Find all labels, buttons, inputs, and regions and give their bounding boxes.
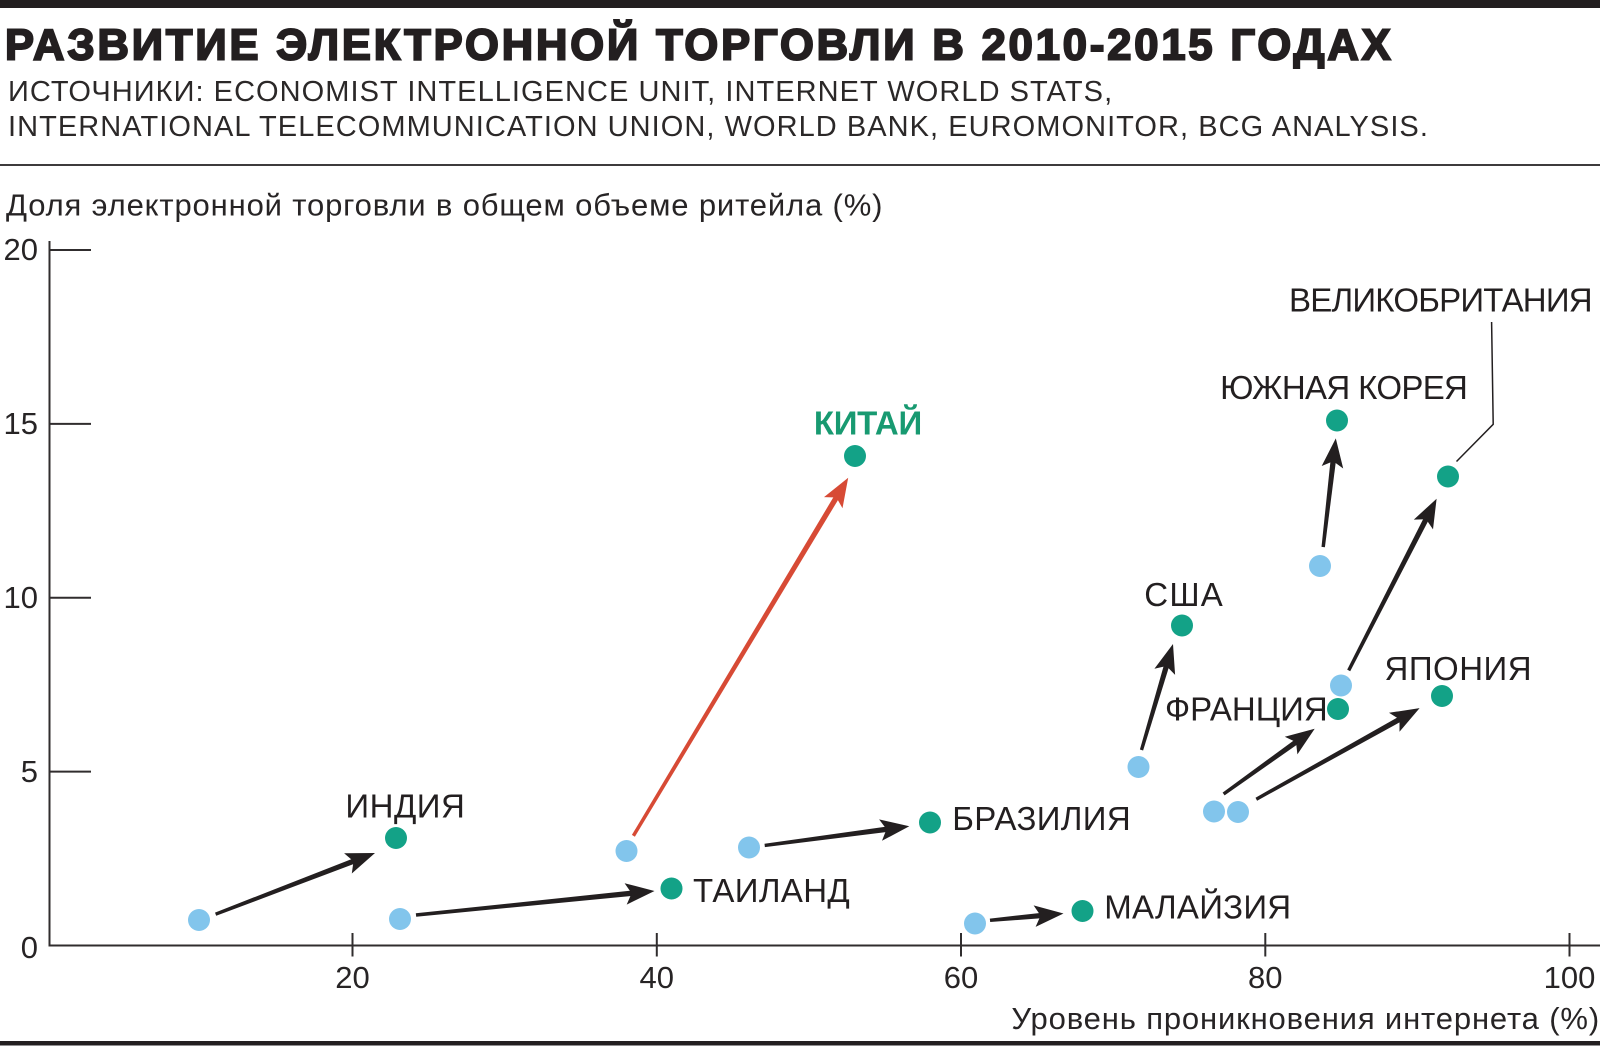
svg-text:ЯПОНИЯ: ЯПОНИЯ xyxy=(1385,650,1533,687)
svg-text:ФРАНЦИЯ: ФРАНЦИЯ xyxy=(1165,690,1328,727)
svg-text:20: 20 xyxy=(4,232,38,267)
svg-text:5: 5 xyxy=(21,754,38,789)
svg-text:БРАЗИЛИЯ: БРАЗИЛИЯ xyxy=(952,800,1131,837)
svg-text:КИТАЙ: КИТАЙ xyxy=(814,403,922,441)
svg-text:РАЗВИТИЕ ЭЛЕКТРОННОЙ ТОРГОВЛИ: РАЗВИТИЕ ЭЛЕКТРОННОЙ ТОРГОВЛИ В 2010-201… xyxy=(5,19,1394,70)
svg-text:ИСТОЧНИКИ: ECONOMIST INTELLIGE: ИСТОЧНИКИ: ECONOMIST INTELLIGENCE UNIT, … xyxy=(8,76,1113,108)
svg-text:ВЕЛИКОБРИТАНИЯ: ВЕЛИКОБРИТАНИЯ xyxy=(1289,281,1592,318)
svg-text:15: 15 xyxy=(4,406,38,441)
svg-text:Доля электронной торговли в об: Доля электронной торговли в общем объеме… xyxy=(6,188,883,223)
svg-text:МАЛАЙЗИЯ: МАЛАЙЗИЯ xyxy=(1104,889,1291,926)
svg-text:40: 40 xyxy=(640,960,674,995)
svg-text:100: 100 xyxy=(1544,960,1596,995)
svg-text:20: 20 xyxy=(335,960,369,995)
svg-text:0: 0 xyxy=(21,930,38,965)
svg-text:INTERNATIONAL TELECOMMUNICATIO: INTERNATIONAL TELECOMMUNICATION UNION, W… xyxy=(8,111,1429,143)
svg-text:ИНДИЯ: ИНДИЯ xyxy=(345,788,465,825)
svg-text:ТАИЛАНД: ТАИЛАНД xyxy=(693,872,850,909)
svg-text:ЮЖНАЯ КОРЕЯ: ЮЖНАЯ КОРЕЯ xyxy=(1220,369,1467,406)
svg-text:10: 10 xyxy=(4,580,38,615)
svg-text:Уровень проникновения интернет: Уровень проникновения интернета (%) xyxy=(1011,1001,1600,1036)
svg-text:80: 80 xyxy=(1248,960,1282,995)
svg-text:США: США xyxy=(1144,576,1224,613)
svg-text:60: 60 xyxy=(944,960,978,995)
